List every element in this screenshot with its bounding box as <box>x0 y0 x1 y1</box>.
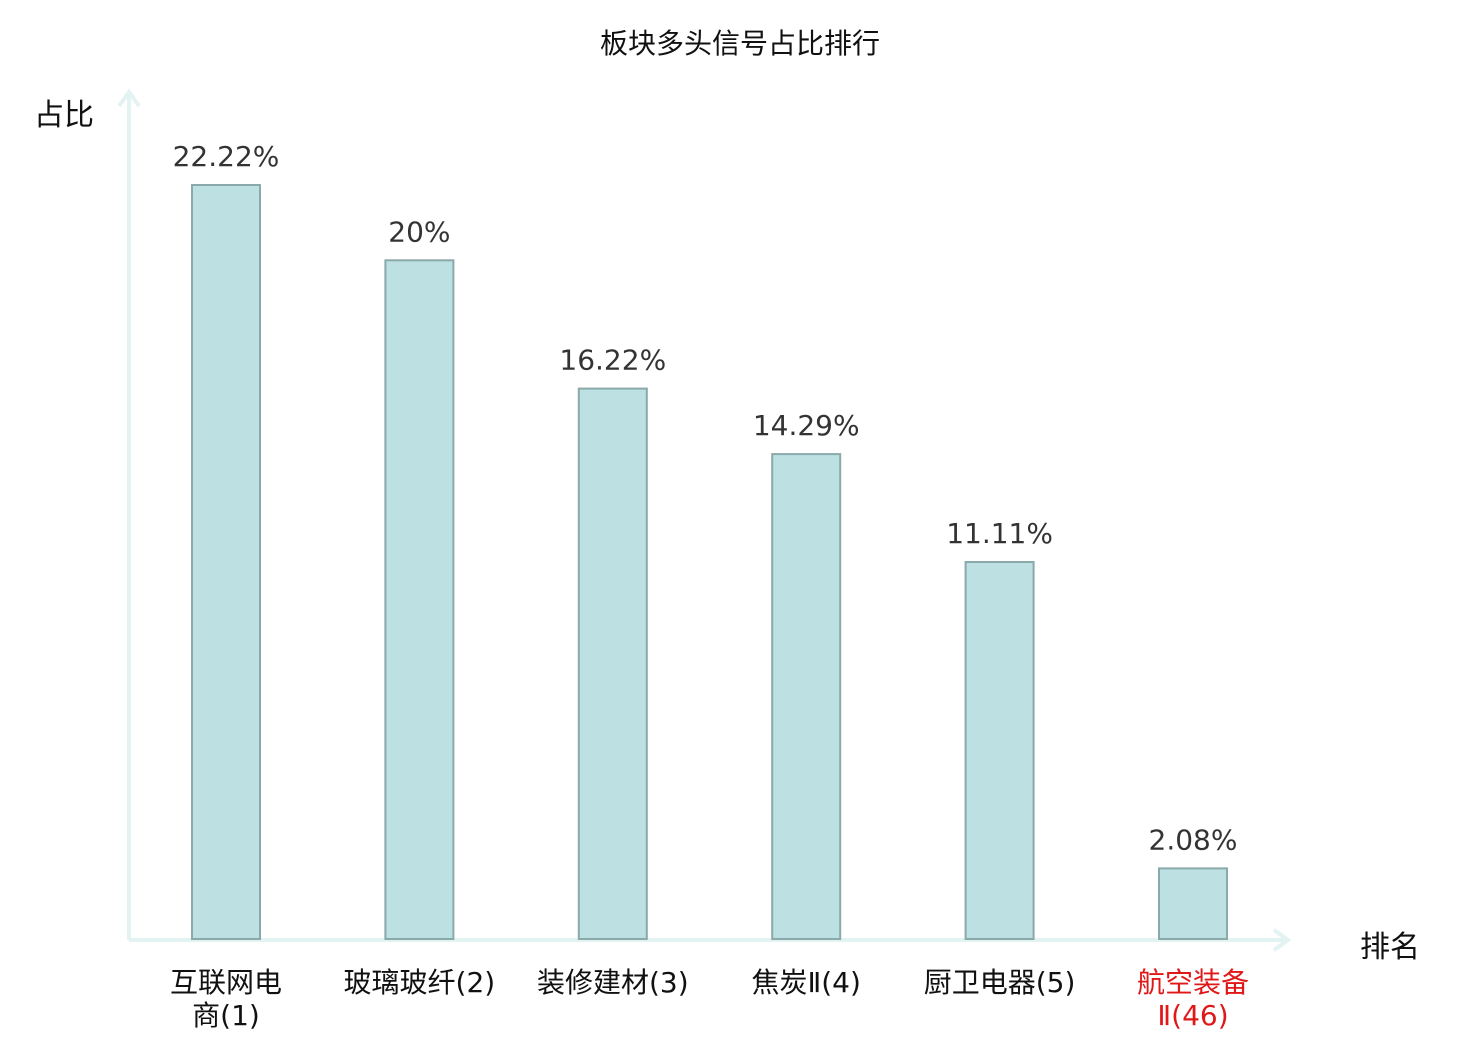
axes <box>117 88 1292 952</box>
bar-4 <box>771 453 842 940</box>
category-label-1: 互联网电 商(1) <box>169 966 282 1032</box>
value-label-2: 20% <box>388 215 450 248</box>
x-axis-label: 排名 <box>1360 930 1420 965</box>
value-label-6: 2.08% <box>1149 823 1238 856</box>
x-axis-arrow <box>1272 928 1292 952</box>
category-label-6: 航空装备 Ⅱ(46) <box>1136 966 1249 1032</box>
bar-3 <box>577 387 648 941</box>
value-label-1: 22.22% <box>173 140 280 173</box>
category-label-2: 玻璃玻纤(2) <box>343 966 496 999</box>
bar-1 <box>191 184 261 940</box>
value-labels: 22.22% 20% 16.22% 14.29% 11.11% 2.08% <box>173 140 1238 856</box>
category-label-5: 厨卫电器(5) <box>923 966 1076 999</box>
category-label-3: 装修建材(3) <box>536 966 689 999</box>
y-axis-label: 占比 <box>34 98 94 133</box>
bar-6 <box>1158 867 1228 941</box>
value-label-5: 11.11% <box>946 517 1053 550</box>
chart-title: 板块多头信号占比排行 <box>599 27 880 60</box>
y-axis-arrow <box>117 88 141 108</box>
bar-5 <box>964 561 1035 940</box>
bar-2 <box>384 259 455 940</box>
value-label-3: 16.22% <box>559 344 666 377</box>
category-label-4: 焦炭Ⅱ(4) <box>751 966 861 999</box>
bars <box>191 184 1228 941</box>
value-label-4: 14.29% <box>753 409 860 442</box>
